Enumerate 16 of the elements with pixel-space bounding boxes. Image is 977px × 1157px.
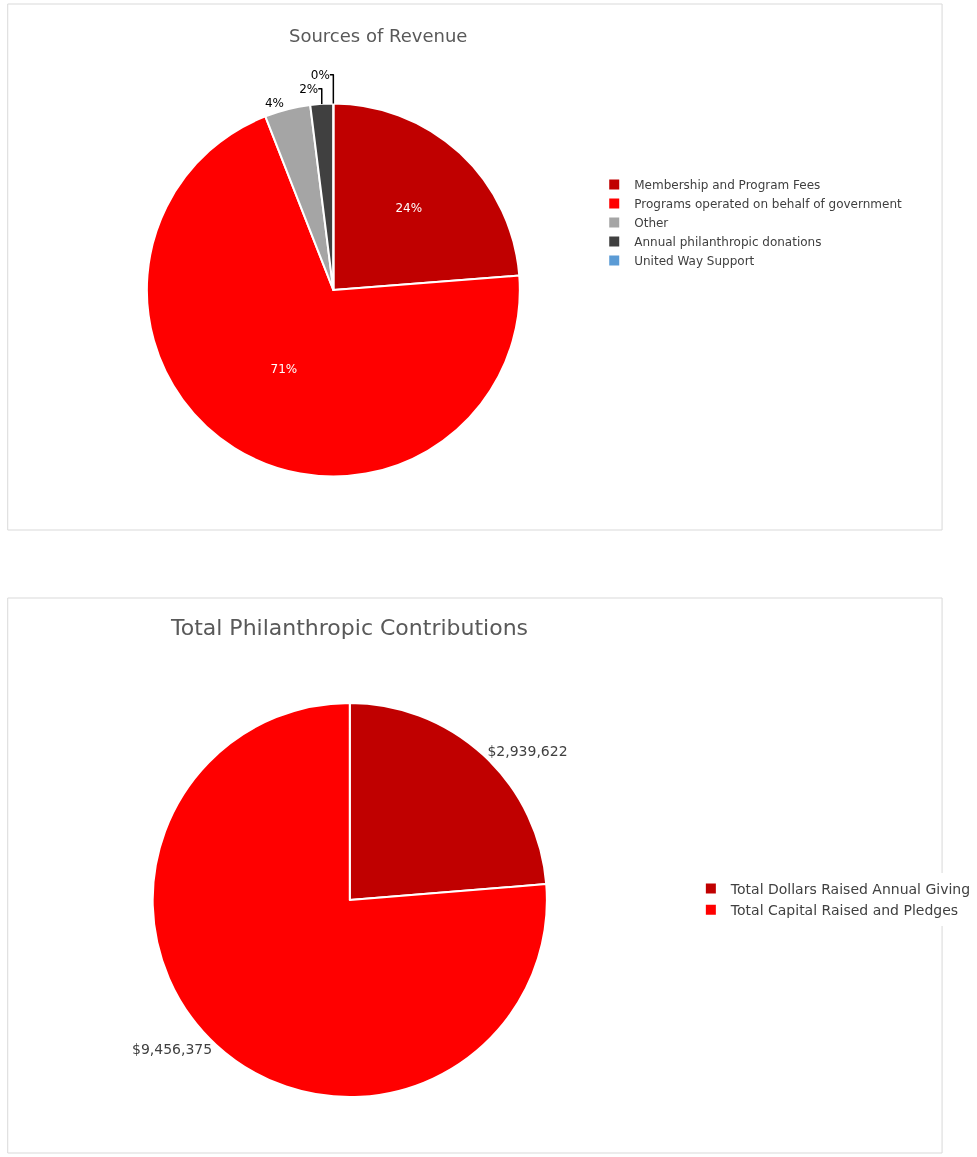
legend-label: Programs operated on behalf of government bbox=[634, 197, 902, 212]
chart-title: Sources of Revenue bbox=[289, 25, 468, 46]
data-label: 4% bbox=[264, 95, 284, 110]
data-label: 71% bbox=[270, 362, 298, 376]
chart-title: Total Philanthropic Contributions bbox=[170, 615, 529, 640]
data-label: $2,939,622 bbox=[487, 742, 568, 759]
legend-label: Membership and Program Fees bbox=[634, 178, 821, 193]
legend-label: Total Dollars Raised Annual Giving bbox=[729, 881, 971, 898]
data-label: 2% bbox=[299, 81, 319, 96]
legend-label: Annual philanthropic donations bbox=[634, 235, 822, 250]
data-label: $9,456,375 bbox=[131, 1041, 213, 1058]
text: 0% bbox=[310, 67, 330, 82]
legend-label: Other bbox=[634, 216, 669, 231]
legend-label: Total Capital Raised and Pledges bbox=[729, 902, 959, 919]
data-label: 24% bbox=[395, 201, 423, 216]
legend-label: United Way Support bbox=[634, 254, 755, 269]
